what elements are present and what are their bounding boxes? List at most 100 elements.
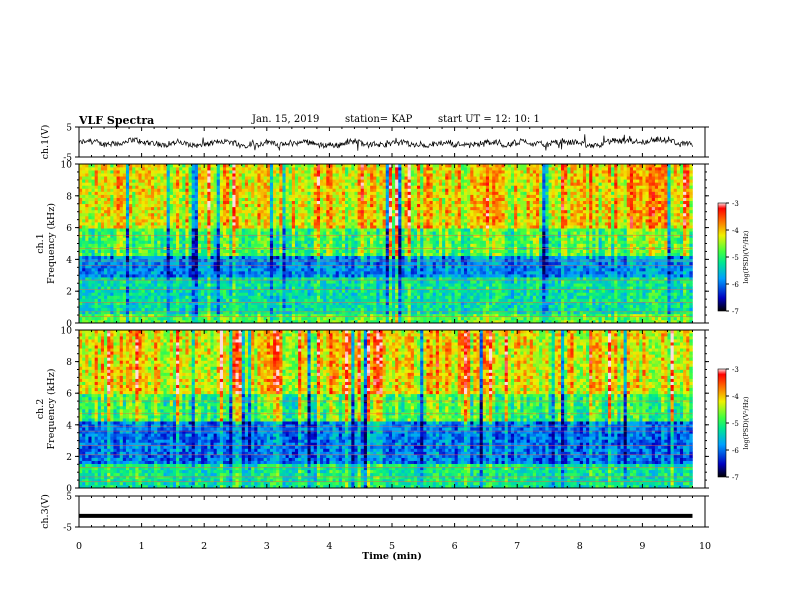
ch1-spectrogram-cell [166,252,171,257]
ch1-spectrogram-cell [273,277,277,281]
ch1-spectrogram-cell [348,310,352,315]
ch1-spectrogram-cell [473,301,477,305]
ch1-spectrogram-cell [579,298,584,302]
ch1-spectrogram-cell [251,249,255,253]
ch1-spectrogram-cell [385,295,390,299]
ch1-spectrogram-cell [589,274,593,278]
ch1-spectrogram-cell [586,267,590,272]
ch1-spectrogram-cell [604,264,609,269]
ch1-spectrogram-cell [235,310,239,315]
ch1-spectrogram-cell [645,283,649,287]
ch1-spectrogram-cell [185,280,189,284]
ch1-spectrogram-cell [144,264,149,269]
ch1-spectrogram-cell [470,252,474,257]
ch1-spectrogram-cell [182,313,186,318]
ch1-spectrogram-cell [307,286,311,290]
ch1-spectrogram-cell [551,286,556,290]
ch1-spectrogram-cell [241,298,246,302]
ch1-spectrogram-cell [345,274,349,278]
ch1-spectrogram-cell [244,313,249,318]
ch1-spectrogram-cell [254,301,258,305]
ch1-spectrogram-cell [445,252,449,257]
ch1-spectrogram-cell [489,313,493,318]
ch1-spectrogram-cell [257,277,261,281]
ch1-spectrogram-cell [567,310,571,315]
ch1-spectrogram-cell [360,258,365,263]
ch1-spectrogram-cell [107,304,111,309]
ch1-spectrogram-cell [442,267,446,272]
ch1-spectrogram-cell [438,249,443,253]
ch1-spectrogram-cell [429,255,433,260]
ch1-spectrogram-cell [495,313,499,318]
ch1-spectrogram-cell [620,307,624,312]
ch1-spectrogram-cell [476,280,480,284]
ch1-spectrogram-cell [135,304,139,309]
ch1-spectrogram-cell [479,289,484,293]
ch1-spectrogram-cell [561,307,565,312]
ch1-spectrogram-cell [595,307,599,312]
ch1-spectrogram-cell [150,258,155,263]
ch1-spectrogram-cell [463,264,468,269]
ch1-spectrogram-cell [345,258,349,263]
ch1-spectrogram-cell [385,267,390,272]
ch1-spectrogram-cell [686,271,690,275]
ch1-spectrogram-cell [598,304,603,309]
ch1-spectrogram-cell [567,264,571,269]
ch1-spectrogram-cell [573,307,577,312]
ch1-spectrogram-cell [510,264,515,269]
ch1-spectrogram-cell [169,252,174,257]
ch1-spectrogram-cell [132,277,136,281]
ch1-spectrogram-cell [360,313,365,318]
ch1-spectrogram-cell [163,316,167,321]
ch1-spectrogram-cell [166,271,171,275]
ch1-spectrogram-cell [107,249,111,253]
ch1-spectrogram-cell [298,319,302,324]
ch1-spectrogram-cell [241,261,246,266]
ch1-spectrogram-cell [410,310,415,315]
ch1-spectrogram-cell [417,313,421,318]
ch1-spectrogram-cell [561,313,565,318]
ch1-spectrogram-cell [110,298,114,302]
ch1-spectrogram-cell [232,258,236,263]
ch1-spectrogram-cell [448,292,452,296]
ch1-spectrogram-cell [129,289,133,293]
ch1-spectrogram-cell [316,261,321,266]
ch1-spectrogram-cell [473,280,477,284]
ch1-spectrogram-cell [185,307,189,312]
ch1-spectrogram-cell [222,313,227,318]
ch1-spectrogram-cell [667,295,671,299]
ch1-spectrogram-cell [679,313,684,318]
ch1-spectrogram-cell [651,261,656,266]
ch1-spectrogram-cell [576,310,581,315]
ch1-spectrogram-cell [141,301,146,305]
ch1-spectrogram-cell [539,261,543,266]
ch1-spectrogram-cell [683,255,687,260]
ch1-spectrogram-cell [601,307,606,312]
ch1-spectrogram-cell [122,261,127,266]
ch1-spectrogram-cell [629,301,634,305]
ch1-spectrogram-cell [363,310,368,315]
ch1-spectrogram-cell [689,298,693,302]
ch1-spectrogram-cell [410,283,415,287]
ch1-spectrogram-cell [135,283,139,287]
ch1-spectrogram-cell [417,267,421,272]
ch1-spectrogram-cell [357,304,361,309]
ch1-spectrogram-cell [373,255,377,260]
ch1-spectrogram-cell [476,316,480,321]
ch1-spectrogram-cell [288,295,293,299]
ch1-spectrogram-cell [232,271,236,275]
ch1-spectrogram-cell [617,258,621,263]
ch1-spectrogram-cell [373,264,377,269]
ch1-spectrogram-cell [532,310,537,315]
ch1-spectrogram-cell [520,261,524,266]
ch1-spectrogram-cell [426,264,430,269]
ch1-spectrogram-cell [395,301,399,305]
ch1-spectrogram-cell [229,289,233,293]
ch1-spectrogram-cell [282,255,286,260]
ch1-spectrogram-cell [592,258,596,263]
ch1-spectrogram-cell [172,316,177,321]
ch1-spectrogram-cell [636,249,640,253]
ch1-spectrogram-cell [539,255,543,260]
ch1-spectrogram-cell [442,307,446,312]
ch1-spectrogram-cell [382,255,387,260]
